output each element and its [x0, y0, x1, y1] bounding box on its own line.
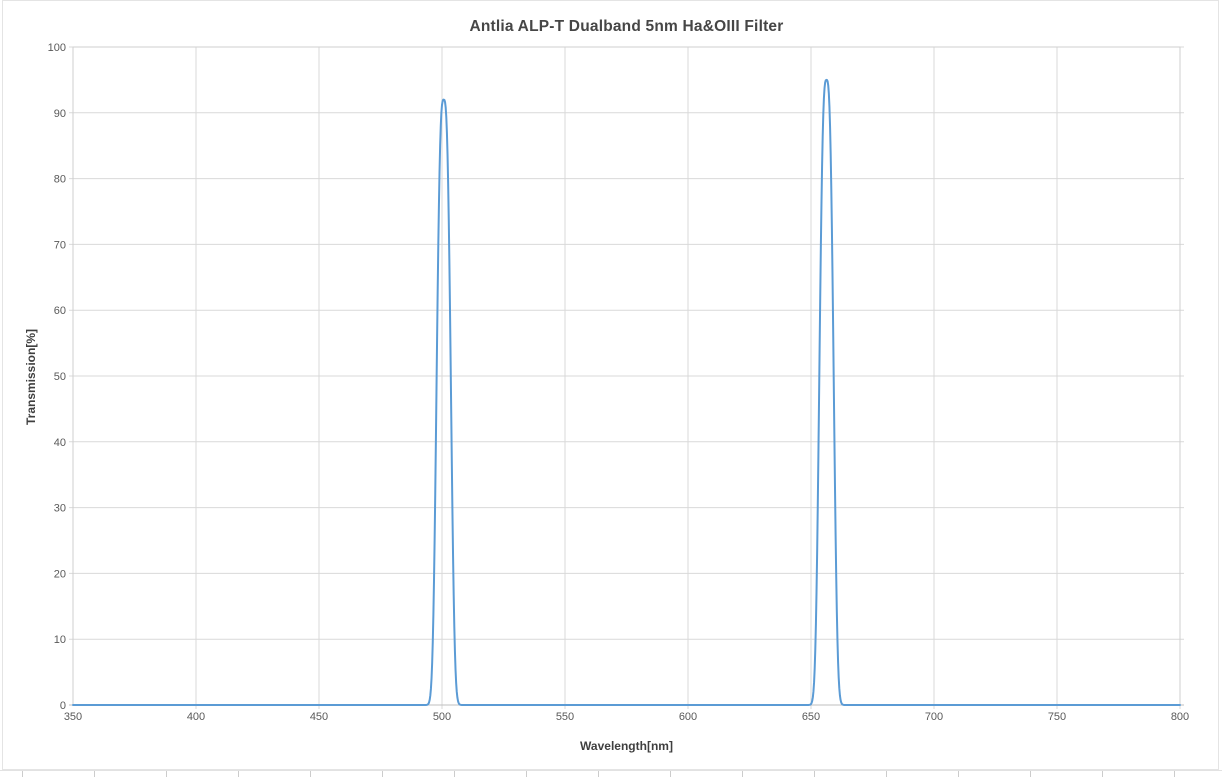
y-tick-label: 40	[54, 437, 66, 449]
x-tick-label: 800	[1171, 711, 1189, 723]
x-axis-title: Wavelength[nm]	[580, 739, 673, 753]
y-tick-label: 80	[54, 174, 66, 186]
x-tick-label: 550	[556, 711, 574, 723]
x-tick-label: 700	[925, 711, 943, 723]
y-tick-label: 70	[54, 239, 66, 251]
chart-title: Antlia ALP-T Dualband 5nm Ha&OIII Filter	[469, 18, 784, 35]
y-tick-label: 20	[54, 568, 66, 580]
y-tick-label: 60	[54, 305, 66, 317]
y-tick-label: 50	[54, 371, 66, 383]
y-tick-label: 100	[48, 42, 66, 54]
y-tick-label: 90	[54, 108, 66, 120]
y-tick-label: 30	[54, 503, 66, 515]
x-tick-label: 450	[310, 711, 328, 723]
y-tick-label: 10	[54, 634, 66, 646]
x-tick-label: 400	[187, 711, 205, 723]
x-tick-label: 650	[802, 711, 820, 723]
x-tick-label: 750	[1048, 711, 1066, 723]
x-tick-label: 600	[679, 711, 697, 723]
x-tick-label: 500	[433, 711, 451, 723]
transmission-curve	[72, 78, 1181, 706]
x-tick-label: 350	[64, 711, 82, 723]
y-tick-label: 0	[60, 700, 66, 712]
